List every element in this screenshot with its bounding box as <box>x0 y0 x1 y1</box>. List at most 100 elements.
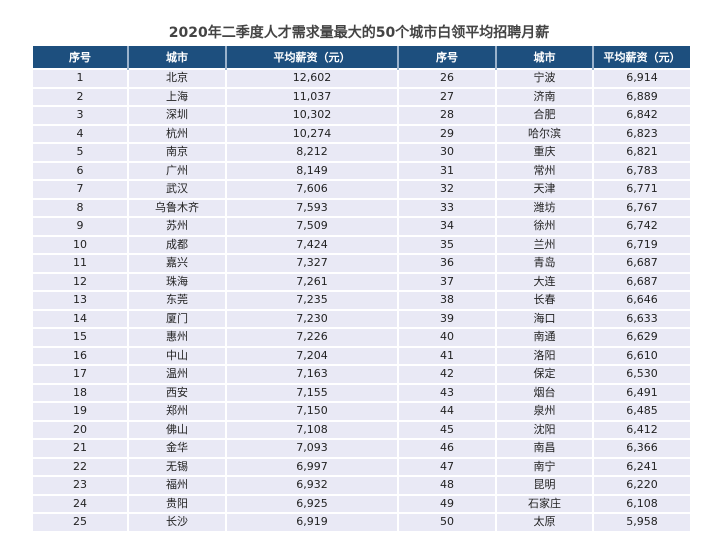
rank-cell: 27 <box>397 86 496 106</box>
table-row: 16 中山 7,204 41 洛阳 6,610 <box>33 345 690 365</box>
city-cell: 成都 <box>127 234 226 254</box>
rank-cell: 43 <box>397 382 496 402</box>
salary-cell: 7,593 <box>225 197 398 217</box>
table-row: 11 嘉兴 7,327 36 青岛 6,687 <box>33 253 690 273</box>
header-row: 序号 城市 平均薪资（元） 序号 城市 平均薪资（元） <box>33 46 690 69</box>
rank-cell: 6 <box>33 160 128 180</box>
city-cell: 西安 <box>127 382 226 402</box>
salary-cell: 7,230 <box>225 308 398 328</box>
salary-cell: 6,925 <box>225 493 398 513</box>
city-cell: 重庆 <box>495 142 593 162</box>
rank-cell: 41 <box>397 345 496 365</box>
city-cell: 兰州 <box>495 234 593 254</box>
city-cell: 金华 <box>127 438 226 458</box>
rank-cell: 34 <box>397 216 496 236</box>
city-cell: 南昌 <box>495 438 593 458</box>
salary-cell: 6,719 <box>592 234 690 254</box>
header-rank: 序号 <box>33 46 128 69</box>
table-title: 2020年二季度人才需求量最大的50个城市白领平均招聘月薪 <box>168 25 550 41</box>
salary-cell: 6,412 <box>592 419 690 439</box>
salary-cell: 6,610 <box>592 345 690 365</box>
salary-cell: 7,261 <box>225 271 398 291</box>
city-cell: 天津 <box>495 179 593 199</box>
salary-cell: 6,932 <box>225 475 398 495</box>
salary-cell: 6,687 <box>592 253 690 273</box>
city-cell: 合肥 <box>495 105 593 125</box>
city-cell: 东莞 <box>127 290 226 310</box>
salary-cell: 6,687 <box>592 271 690 291</box>
city-cell: 海口 <box>495 308 593 328</box>
rank-cell: 29 <box>397 123 496 143</box>
city-cell: 嘉兴 <box>127 253 226 273</box>
rank-cell: 42 <box>397 364 496 384</box>
city-cell: 徐州 <box>495 216 593 236</box>
salary-cell: 6,633 <box>592 308 690 328</box>
city-cell: 深圳 <box>127 105 226 125</box>
salary-cell: 7,327 <box>225 253 398 273</box>
rank-cell: 40 <box>397 327 496 347</box>
header-salary: 平均薪资（元） <box>592 46 690 69</box>
table-row: 14 厦门 7,230 39 海口 6,633 <box>33 308 690 328</box>
salary-cell: 10,302 <box>225 105 398 125</box>
header-salary: 平均薪资（元） <box>225 46 398 69</box>
salary-cell: 6,919 <box>225 512 398 531</box>
salary-cell: 5,958 <box>592 512 690 531</box>
table-row: 23 福州 6,932 48 昆明 6,220 <box>33 475 690 495</box>
rank-cell: 31 <box>397 160 496 180</box>
salary-cell: 7,093 <box>225 438 398 458</box>
rank-cell: 48 <box>397 475 496 495</box>
salary-cell: 7,226 <box>225 327 398 347</box>
table-row: 9 苏州 7,509 34 徐州 6,742 <box>33 216 690 236</box>
salary-cell: 8,149 <box>225 160 398 180</box>
rank-cell: 24 <box>33 493 128 513</box>
salary-cell: 6,783 <box>592 160 690 180</box>
city-cell: 洛阳 <box>495 345 593 365</box>
rank-cell: 15 <box>33 327 128 347</box>
rank-cell: 5 <box>33 142 128 162</box>
city-cell: 烟台 <box>495 382 593 402</box>
table-row: 15 惠州 7,226 40 南通 6,629 <box>33 327 690 347</box>
city-cell: 长沙 <box>127 512 226 531</box>
city-cell: 珠海 <box>127 271 226 291</box>
rank-cell: 16 <box>33 345 128 365</box>
city-cell: 佛山 <box>127 419 226 439</box>
rank-cell: 10 <box>33 234 128 254</box>
city-cell: 常州 <box>495 160 593 180</box>
rank-cell: 36 <box>397 253 496 273</box>
city-cell: 大连 <box>495 271 593 291</box>
salary-cell: 6,771 <box>592 179 690 199</box>
table-row: 18 西安 7,155 43 烟台 6,491 <box>33 382 690 402</box>
rank-cell: 38 <box>397 290 496 310</box>
rank-cell: 14 <box>33 308 128 328</box>
rank-cell: 26 <box>397 68 496 88</box>
city-cell: 宁波 <box>495 68 593 88</box>
city-cell: 济南 <box>495 86 593 106</box>
rank-cell: 8 <box>33 197 128 217</box>
city-cell: 上海 <box>127 86 226 106</box>
table-row: 20 佛山 7,108 45 沈阳 6,412 <box>33 419 690 439</box>
rank-cell: 33 <box>397 197 496 217</box>
salary-cell: 6,220 <box>592 475 690 495</box>
city-cell: 哈尔滨 <box>495 123 593 143</box>
rank-cell: 11 <box>33 253 128 273</box>
salary-cell: 6,889 <box>592 86 690 106</box>
salary-cell: 6,646 <box>592 290 690 310</box>
city-cell: 中山 <box>127 345 226 365</box>
salary-cell: 7,424 <box>225 234 398 254</box>
rank-cell: 37 <box>397 271 496 291</box>
city-cell: 泉州 <box>495 401 593 421</box>
salary-cell: 6,108 <box>592 493 690 513</box>
rank-cell: 1 <box>33 68 128 88</box>
city-cell: 北京 <box>127 68 226 88</box>
rank-cell: 9 <box>33 216 128 236</box>
table-row: 17 温州 7,163 42 保定 6,530 <box>33 364 690 384</box>
table-row: 22 无锡 6,997 47 南宁 6,241 <box>33 456 690 476</box>
salary-cell: 6,742 <box>592 216 690 236</box>
rank-cell: 18 <box>33 382 128 402</box>
city-cell: 温州 <box>127 364 226 384</box>
city-cell: 乌鲁木齐 <box>127 197 226 217</box>
city-cell: 杭州 <box>127 123 226 143</box>
salary-cell: 6,485 <box>592 401 690 421</box>
rank-cell: 47 <box>397 456 496 476</box>
salary-cell: 10,274 <box>225 123 398 143</box>
